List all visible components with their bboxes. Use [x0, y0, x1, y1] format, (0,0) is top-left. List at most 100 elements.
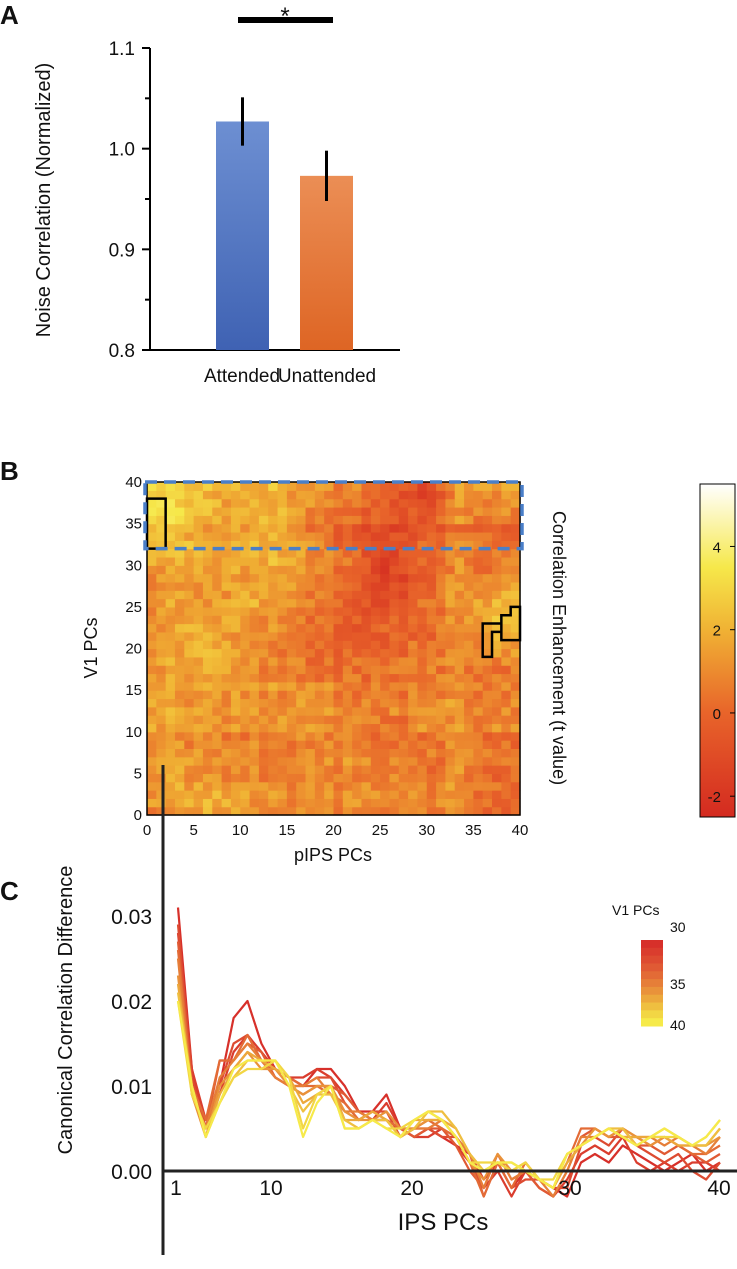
heatmap-cell: [464, 615, 474, 625]
heatmap-cell: [436, 648, 446, 658]
heatmap-cell: [482, 715, 493, 725]
heatmap-cell: [473, 498, 484, 508]
heatmap-cell: [380, 523, 391, 533]
heatmap-cell: [389, 498, 400, 508]
heatmap-cell: [510, 515, 521, 525]
heatmap-cell: [249, 765, 260, 774]
heatmap-cell: [380, 681, 391, 691]
heatmap-cell: [436, 506, 446, 516]
heatmap-cell: [314, 590, 325, 600]
heatmap-cell: [426, 581, 437, 591]
heatmap-cell: [445, 765, 456, 774]
heatmap-cell: [249, 665, 260, 675]
heatmap-cell: [212, 548, 223, 558]
heatmap-cell: [464, 798, 474, 808]
heatmap-cell: [156, 623, 167, 633]
colorbar-label: Correlation Enhancement (t value): [549, 511, 569, 785]
heatmap-cell: [398, 698, 409, 708]
heatmap-cell: [184, 548, 195, 558]
line-y-axis-label: Canonical Correlation Difference: [55, 866, 77, 1155]
heatmap-cell: [147, 631, 157, 641]
heatmap-cell: [147, 790, 157, 799]
heatmap-cell: [314, 506, 325, 516]
heatmap-cell: [436, 681, 446, 691]
heatmap-cell: [193, 590, 204, 600]
heatmap-cell: [212, 482, 223, 491]
heatmap-cell: [482, 673, 493, 683]
heatmap-cell: [370, 656, 381, 666]
heatmap-cell: [417, 498, 428, 508]
heatmap-cell: [408, 490, 419, 500]
heatmap-cell: [454, 798, 465, 808]
heatmap-cell: [156, 798, 167, 808]
heatmap-cell: [277, 748, 288, 758]
heatmap-x-tick-label: 40: [512, 822, 529, 839]
heatmap-cell: [202, 615, 213, 625]
heatmap-cell: [258, 723, 269, 733]
heatmap-cell: [389, 690, 400, 700]
heatmap-cell: [268, 706, 279, 716]
heatmap-cell: [174, 723, 185, 733]
heatmap-cell: [258, 665, 269, 675]
heatmap-cell: [296, 506, 307, 516]
heatmap-cell: [184, 698, 195, 708]
heatmap-cell: [380, 615, 391, 625]
heatmap-cell: [305, 631, 316, 641]
heatmap-cell: [342, 606, 353, 616]
heatmap-cell: [482, 548, 493, 558]
heatmap-cell: [174, 482, 185, 491]
heatmap-cell: [408, 581, 419, 591]
heatmap-cell: [165, 698, 176, 708]
heatmap-cell: [389, 506, 400, 516]
heatmap-cell: [240, 731, 251, 741]
heatmap-cell: [380, 773, 391, 783]
heatmap-cell: [249, 581, 260, 591]
heatmap-cell: [286, 731, 297, 741]
heatmap-cell: [333, 623, 344, 633]
heatmap-cell: [464, 756, 474, 766]
heatmap-cell: [501, 531, 512, 541]
series-line-v1-35: [176, 958, 721, 1198]
heatmap-cell: [342, 681, 353, 691]
heatmap-cell: [408, 773, 419, 783]
heatmap-cell: [277, 506, 288, 516]
heatmap-cell: [501, 648, 512, 658]
heatmap-cell: [482, 723, 493, 733]
heatmap-cell: [408, 706, 419, 716]
heatmap-x-tick-label: 35: [465, 822, 482, 839]
heatmap-cell: [473, 581, 484, 591]
heatmap-cell: [473, 556, 484, 566]
heatmap-cell: [436, 723, 446, 733]
heatmap-cell: [492, 690, 502, 700]
heatmap-cell: [454, 490, 465, 500]
heatmap-cell: [156, 681, 167, 691]
heatmap-cell: [305, 656, 316, 666]
heatmap-cell: [314, 781, 325, 791]
heatmap-cell: [258, 765, 269, 774]
heatmap-cell: [230, 765, 241, 774]
heatmap-cell: [398, 773, 409, 783]
heatmap-cell: [202, 781, 213, 791]
bar-y-tick-label: 1.0: [109, 140, 135, 161]
heatmap-cell: [184, 581, 195, 591]
heatmap-cell: [380, 581, 391, 591]
heatmap-cell: [193, 490, 204, 500]
heatmap-cell: [165, 706, 176, 716]
heatmap-cell: [174, 665, 185, 675]
heatmap-cell: [510, 748, 521, 758]
heatmap-cell: [408, 506, 419, 516]
heatmap-cell: [165, 723, 176, 733]
heatmap-cell: [305, 648, 316, 658]
heatmap-cell: [501, 715, 512, 725]
heatmap-cell: [165, 790, 176, 799]
heatmap-cell: [314, 631, 325, 641]
heatmap-cell: [492, 673, 502, 683]
heatmap-cell: [258, 573, 269, 583]
heatmap-cell: [193, 548, 204, 558]
heatmap-cell: [212, 781, 223, 791]
heatmap-cell: [436, 748, 446, 758]
heatmap-cell: [286, 806, 297, 816]
heatmap-cell: [296, 698, 307, 708]
heatmap-cell: [230, 690, 241, 700]
bar-y-tick-label: 0.8: [109, 341, 135, 362]
